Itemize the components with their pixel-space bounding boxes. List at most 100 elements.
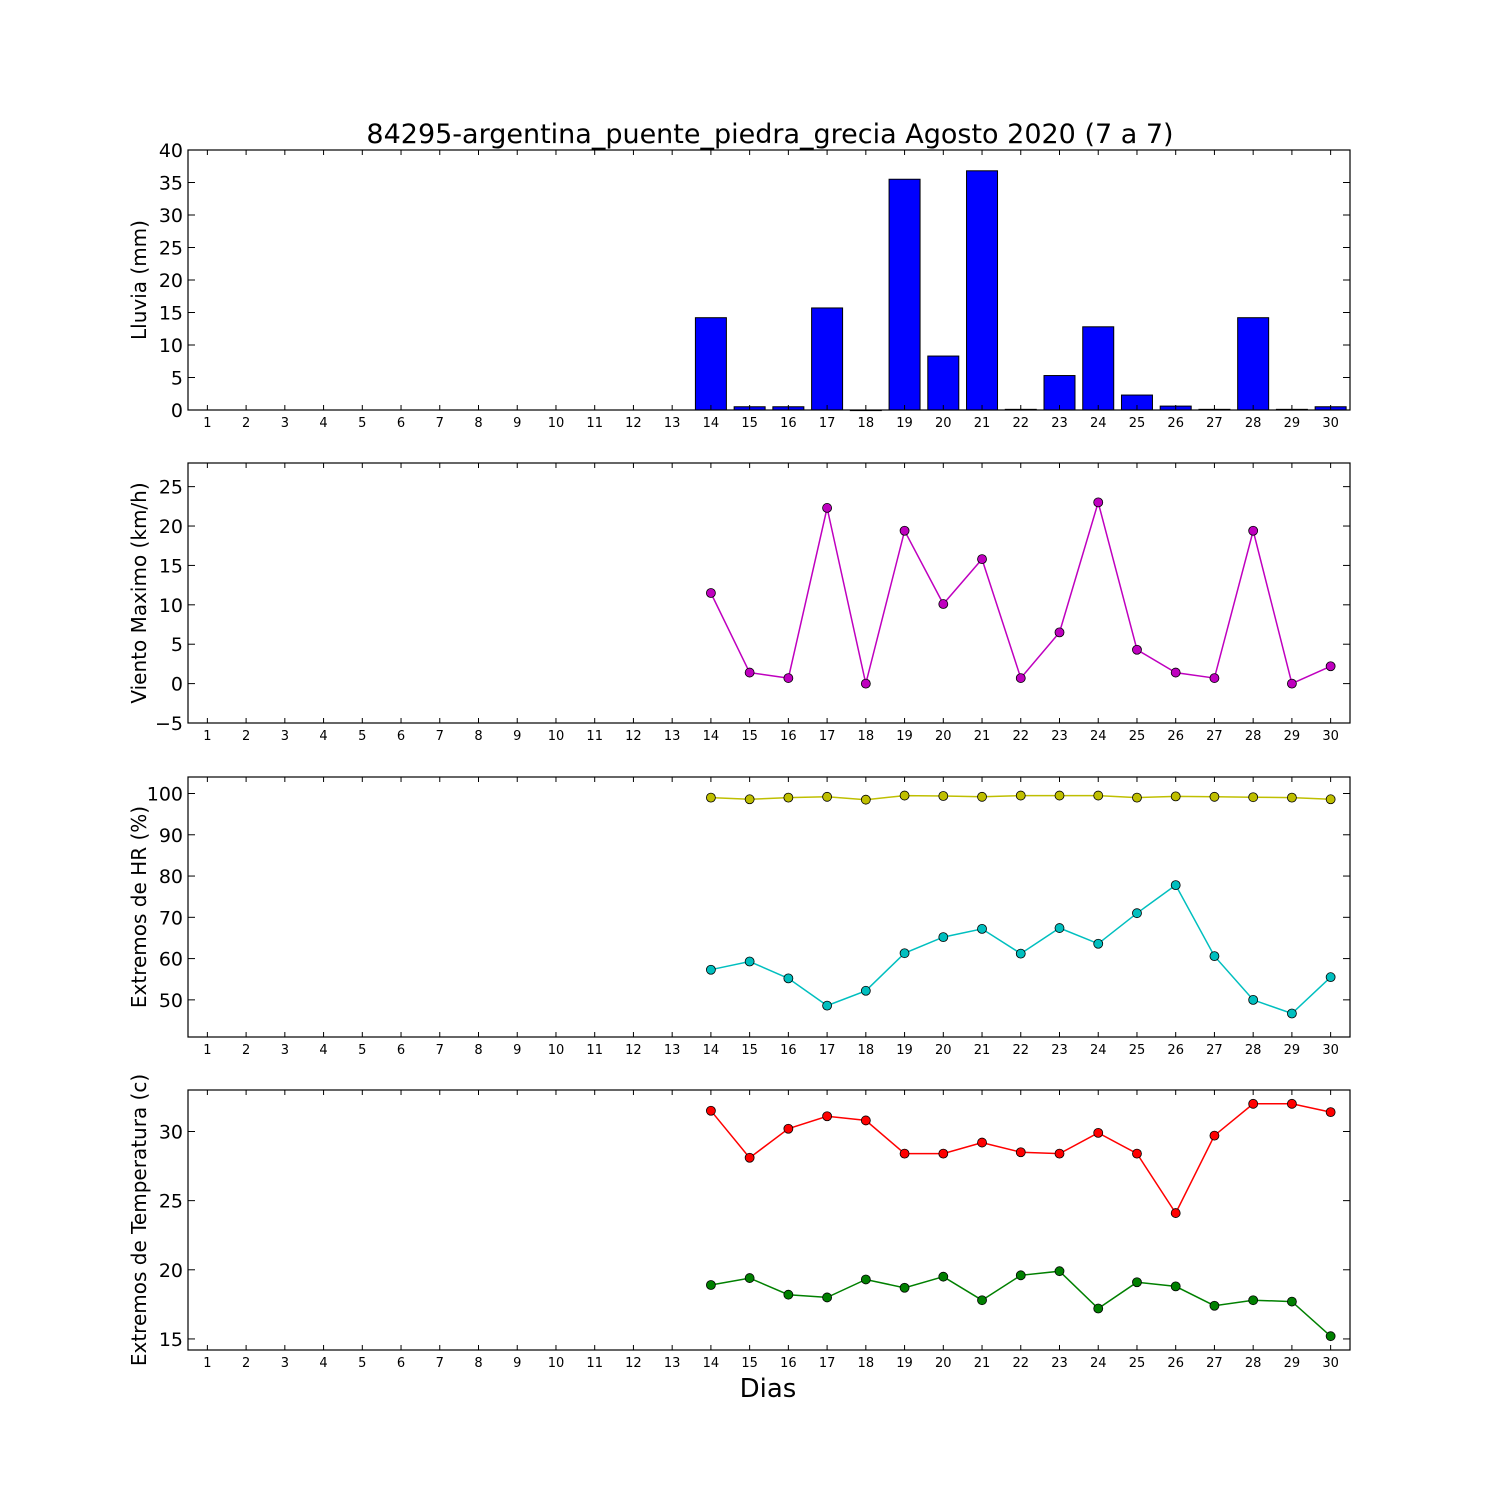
x-tick-label: 9 [513,1356,521,1371]
x-tick-label: 13 [664,1356,681,1371]
x-tick-label: 29 [1284,416,1301,431]
x-tick-label: 12 [625,1356,642,1371]
x-tick-label: 12 [625,1043,642,1058]
series-2-point-day-28 [1248,1295,1259,1306]
series-2-point-day-27 [1209,1300,1220,1311]
x-tick-label: 30 [1322,1356,1339,1371]
x-tick-label: 1 [203,1043,211,1058]
x-tick-label: 9 [513,729,521,744]
x-tick-label: 2 [242,1043,250,1058]
x-tick-label: 5 [358,1356,366,1371]
series-1-point-day-15 [744,1152,755,1163]
y-tick-label: 0 [171,400,183,422]
x-tick-label: 21 [974,416,991,431]
series-1-point-day-27 [1209,673,1220,683]
series-2-point-day-26 [1170,1281,1181,1292]
y-tick-label: 25 [159,238,183,260]
x-tick-label: 6 [397,729,405,744]
x-tick-label: 6 [397,1043,405,1058]
panel-4: 1 2 3 4 5 6 7 8 9 10 11 12 13 14 15 16 17 18 19 20 21 22 23 24 2… [127,1074,1351,1371]
x-tick-label: 21 [974,729,991,744]
x-tick-label: 22 [1012,1043,1029,1058]
x-tick-label: 1 [203,1356,211,1371]
y-tick-label: 20 [159,1260,183,1282]
x-tick-label: 5 [358,729,366,744]
series-1-point-day-28 [1248,1098,1259,1109]
series-1-point-day-27 [1209,791,1220,802]
series-2-line [710,1270,1332,1337]
y-tick-label: 5 [171,634,183,656]
panel-2: 1 2 3 4 5 6 7 8 9 10 11 12 13 14 15 16 17 18 19 20 21 22 23 24 2… [127,462,1351,744]
x-tick-label: 8 [474,1043,482,1058]
x-tick-label: 16 [780,416,797,431]
x-tick-label: 1 [203,416,211,431]
x-tick-label: 26 [1167,416,1184,431]
series-1-point-day-26 [1170,1208,1181,1218]
x-tick-label: 22 [1012,416,1029,431]
x-tick-label: 3 [281,729,289,744]
series-1-point-day-21 [977,554,987,565]
y-tick-label: 5 [171,368,183,390]
series-1-point-day-25 [1132,792,1142,803]
x-tick-label: 6 [397,416,405,431]
x-tick-label: 16 [780,1356,797,1371]
x-tick-label: 25 [1129,1043,1146,1058]
series-1-point-day-20 [938,791,949,801]
y-tick-label: 20 [159,270,183,292]
x-tick-label: 30 [1322,729,1339,744]
x-tick-label: 4 [319,1043,327,1058]
x-tick-label: 18 [858,1356,875,1371]
series-1-point-day-15 [744,794,755,805]
bar-day-19 [888,178,921,411]
x-tick-label: 18 [858,416,875,431]
bar-day-17 [811,307,844,411]
series-2-point-day-14 [706,1280,716,1290]
x-tick-label: 10 [548,729,565,744]
bar-day-14 [694,317,727,411]
series-1-point-day-15 [744,667,755,678]
y-tick-label: 60 [159,949,183,971]
series-2-point-day-21 [977,923,987,934]
x-tick-label: 2 [242,416,250,431]
x-tick-label: 26 [1167,729,1184,744]
x-tick-label: 15 [741,1043,758,1058]
series-2-point-day-17 [822,1000,832,1011]
y-axis-label: Viento Maximo (km/h) [127,482,151,703]
series-2-point-day-19 [899,1282,910,1293]
series-1-point-day-17 [822,791,832,802]
series-1-point-day-22 [1015,673,1026,683]
y-tick-label: 40 [159,140,183,162]
series-2-point-day-22 [1015,948,1026,959]
y-tick-label: 30 [159,1121,183,1143]
x-tick-label: 21 [974,1356,991,1371]
x-tick-label: 14 [703,729,720,744]
y-tick-label: −5 [155,713,183,735]
y-tick-label: 10 [159,595,183,617]
x-tick-label: 26 [1167,1043,1184,1058]
x-tick-label: 10 [548,416,565,431]
x-tick-label: 5 [358,416,366,431]
series-2-point-day-28 [1248,994,1259,1005]
series-1-point-day-26 [1170,791,1181,802]
series-2-point-day-23 [1054,923,1065,933]
x-tick-label: 13 [664,729,681,744]
series-1-point-day-16 [783,792,794,803]
series-1-point-day-14 [706,588,716,598]
plot-frame [187,149,1351,411]
plot-frame [187,462,1351,724]
x-tick-label: 28 [1245,729,1262,744]
series-1-line [710,499,1331,685]
x-tick-label: 25 [1129,416,1146,431]
series-2-point-day-23 [1054,1266,1065,1277]
series-1-point-day-29 [1287,792,1297,803]
x-tick-label: 2 [242,729,250,744]
x-tick-label: 25 [1129,729,1146,744]
x-tick-label: 7 [436,1043,444,1058]
x-tick-label: 11 [586,729,603,744]
x-tick-label: 22 [1012,1356,1029,1371]
x-axis-label: Dias [740,1374,797,1404]
series-1-point-day-25 [1132,644,1142,655]
series-1-point-day-24 [1093,497,1104,508]
series-1-point-day-21 [977,791,987,802]
series-1-point-day-28 [1248,525,1259,536]
